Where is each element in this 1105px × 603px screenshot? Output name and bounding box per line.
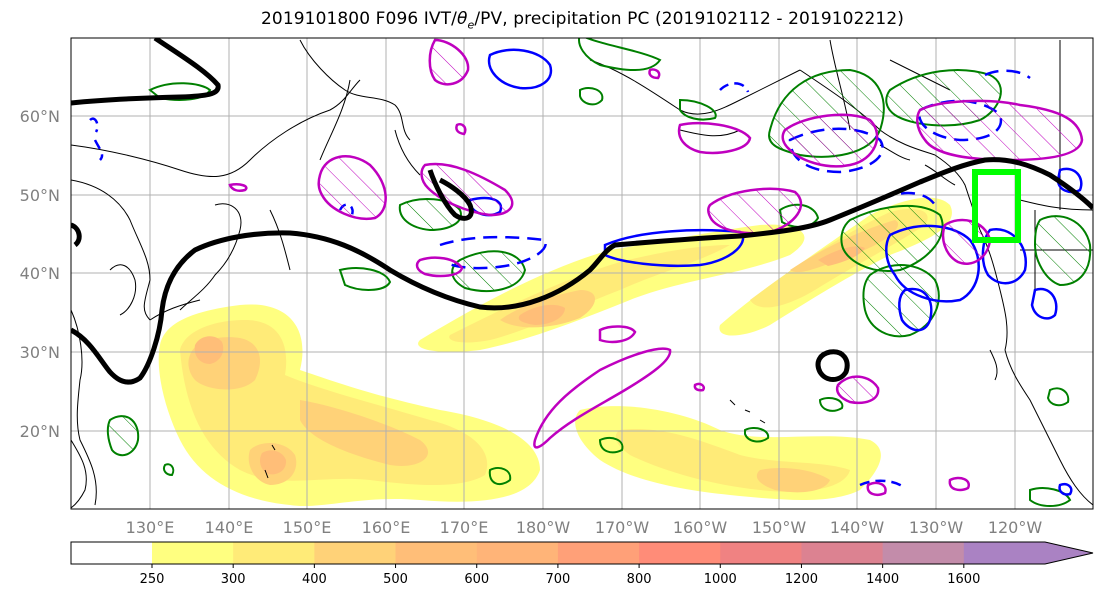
- lon-label: 170°W: [595, 518, 650, 537]
- colorbar-tick-label: 800: [627, 572, 652, 587]
- colorbar-tick-label: 1000: [704, 572, 737, 587]
- colorbar-segment: [314, 542, 397, 564]
- lon-label: 180°W: [516, 518, 571, 537]
- colorbar-segment: [476, 542, 559, 564]
- colorbar-tick-label: 1600: [947, 572, 980, 587]
- lon-label: 170°E: [440, 518, 489, 537]
- map-frame: [70, 37, 1094, 510]
- colorbar-segment: [720, 542, 802, 564]
- lon-label: 160°W: [673, 518, 728, 537]
- colorbar-tick-label: 250: [140, 572, 165, 587]
- lon-label: 120°W: [988, 518, 1043, 537]
- colorbar-tick-label: 1400: [866, 572, 899, 587]
- colorbar-segment: [963, 542, 1046, 564]
- lat-label: 30°N: [20, 343, 60, 362]
- colorbar-outline: [70, 541, 1094, 565]
- colorbar-segment: [233, 542, 315, 564]
- lon-label: 130°W: [909, 518, 964, 537]
- colorbar-tick-label: 700: [545, 572, 570, 587]
- colorbar-segment: [557, 542, 640, 564]
- colorbar-under: [71, 542, 152, 564]
- colorbar-segment: [152, 542, 234, 564]
- lon-labels: 130°E 140°E 150°E 160°E 170°E 180°W 170°…: [126, 518, 1043, 537]
- lon-label: 160°E: [362, 518, 411, 537]
- colorbar: 250 300 400 500 600 700 800 1000 1200 1400 1600: [70, 541, 1094, 587]
- pv-contours: [71, 38, 1093, 385]
- colorbar-tick-label: 400: [302, 572, 327, 587]
- colorbar-extend-arrow: [1045, 542, 1093, 564]
- colorbar-segment: [639, 542, 721, 564]
- lat-label: 50°N: [20, 186, 60, 205]
- colorbar-tick-label: 500: [383, 572, 408, 587]
- colorbar-tick-label: 300: [221, 572, 246, 587]
- lon-label: 150°W: [752, 518, 807, 537]
- lon-label: 140°E: [205, 518, 254, 537]
- theta-pos-contours: [228, 38, 1084, 496]
- target-region-box: [972, 169, 1021, 243]
- colorbar-segment: [882, 542, 965, 564]
- colorbar-segment: [395, 542, 478, 564]
- lon-label: 140°W: [830, 518, 885, 537]
- colorbar-tick-label: 600: [464, 572, 489, 587]
- lon-label: 130°E: [126, 518, 175, 537]
- lat-labels: 60°N 50°N 40°N 30°N 20°N: [20, 107, 60, 441]
- colorbar-segment: [801, 542, 884, 564]
- lon-label: 150°E: [283, 518, 332, 537]
- map-title: 2019101800 F096 IVT/θe/PV, precipitation…: [260, 9, 904, 32]
- lat-label: 40°N: [20, 264, 60, 283]
- lat-label: 60°N: [20, 107, 60, 126]
- lat-label: 20°N: [20, 422, 60, 441]
- colorbar-tick-label: 1200: [785, 572, 818, 587]
